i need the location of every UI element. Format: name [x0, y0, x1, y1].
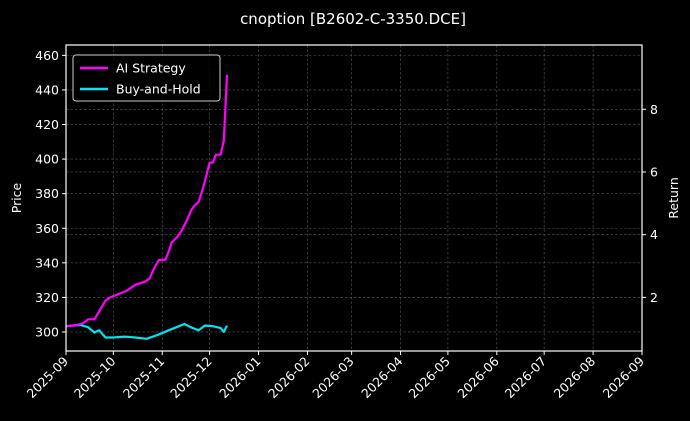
plot-frame [65, 44, 643, 352]
right-axis: 2 4 6 8 [642, 102, 658, 305]
x-axis: 2025-09 2025-10 2025-11 2025-12 2026-01 2026-… [24, 351, 648, 402]
x-tick-label: 2026-08 [551, 353, 599, 401]
y2-tick-label: 4 [650, 227, 658, 242]
y-tick-label: 360 [35, 221, 59, 236]
y-tick-label: 440 [35, 82, 59, 97]
x-tick-label: 2025-12 [167, 354, 215, 402]
x-tick-label: 2025-09 [24, 353, 72, 401]
x-tick-label: 2026-04 [358, 353, 406, 401]
y-tick-label: 380 [35, 186, 59, 201]
y-tick-label: 460 [35, 48, 59, 63]
legend-label-buy-and-hold: Buy-and-Hold [116, 82, 201, 97]
x-tick-label: 2026-01 [216, 354, 264, 402]
x-tick-label: 2025-10 [71, 353, 119, 401]
series-line-ai-strategy [65, 74, 229, 328]
x-tick-label: 2026-09 [600, 353, 648, 401]
legend: AI Strategy Buy-and-Hold [72, 54, 221, 102]
y-axis-label: Price [9, 182, 24, 213]
x-tick-label: 2026-06 [454, 353, 502, 401]
x-tick-label: 2026-05 [405, 354, 453, 402]
y2-axis-label: Return [666, 177, 681, 218]
x-tick-label: 2026-03 [309, 354, 357, 402]
left-axis: 300 320 340 360 380 400 420 440 460 [35, 48, 66, 339]
y-tick-label: 420 [35, 117, 59, 132]
x-tick-label: 2026-07 [502, 354, 550, 402]
y2-tick-label: 6 [650, 164, 658, 179]
legend-label-ai-strategy: AI Strategy [116, 61, 186, 76]
y-tick-label: 300 [35, 324, 59, 339]
y-tick-label: 340 [35, 255, 59, 270]
legend-box [72, 54, 221, 102]
x-tick-label: 2025-11 [120, 354, 168, 402]
y-tick-label: 320 [35, 290, 59, 305]
series-line-buy-and-hold [65, 322, 228, 340]
chart-title: cnoption [B2602-C-3350.DCE] [240, 10, 466, 28]
y2-tick-label: 2 [650, 290, 658, 305]
x-tick-label: 2026-02 [265, 354, 313, 402]
y-tick-label: 400 [35, 152, 59, 167]
series-layer [65, 74, 229, 340]
y2-tick-label: 8 [650, 102, 658, 117]
